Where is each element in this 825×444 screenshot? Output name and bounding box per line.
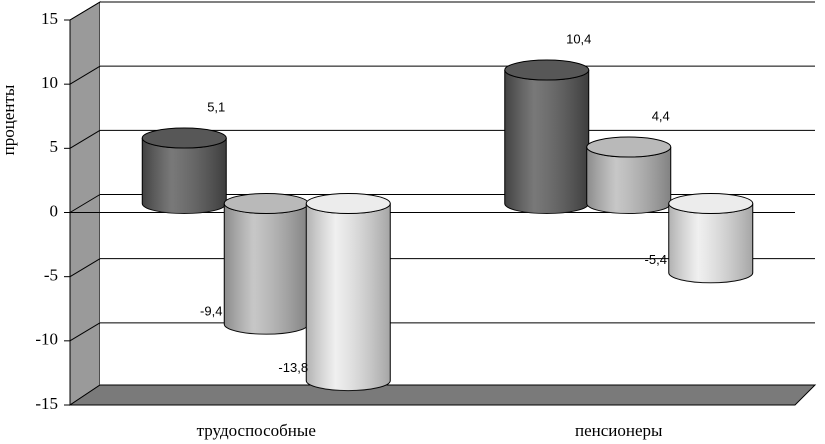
cylinder-shade [224, 203, 309, 335]
grid-line [69, 65, 101, 85]
grid-line [69, 194, 101, 213]
value-label: -13,8 [278, 360, 308, 375]
value-label: -5,4 [645, 252, 667, 267]
y-tick-label: 15 [41, 9, 58, 28]
y-tick-label: -10 [35, 330, 58, 349]
cylinder-shade [586, 147, 671, 214]
grid-line [69, 258, 101, 278]
grid-line [69, 129, 101, 149]
cylinder-top [586, 136, 672, 158]
floor [68, 384, 817, 406]
cylinder-top [504, 59, 590, 81]
cylinder-top [141, 127, 227, 149]
y-tick-label: 10 [41, 73, 58, 92]
y-tick-label: -15 [35, 394, 58, 413]
value-label: 10,4 [566, 31, 591, 46]
x-tick-label: трудоспособные [197, 421, 316, 440]
cylinder-shade [306, 203, 391, 391]
cylinder-shade [142, 138, 227, 214]
y-tick-label: 5 [50, 137, 59, 156]
y-axis-title: проценты [0, 84, 18, 155]
value-label: 5,1 [207, 99, 225, 114]
grid-line [69, 1, 101, 21]
y-tick-label: 0 [50, 201, 59, 220]
cylinder-top [223, 193, 309, 214]
value-label: -9,4 [200, 304, 222, 319]
cylinder-top [305, 193, 391, 214]
cylinder-shade [668, 203, 753, 283]
y-tick-label: -5 [44, 266, 58, 285]
x-tick-label: пенсионеры [575, 421, 663, 440]
cylinder-top [668, 193, 754, 214]
value-label: 4,4 [652, 108, 670, 123]
cylinder-shade [504, 70, 589, 214]
grid-line [69, 322, 101, 342]
